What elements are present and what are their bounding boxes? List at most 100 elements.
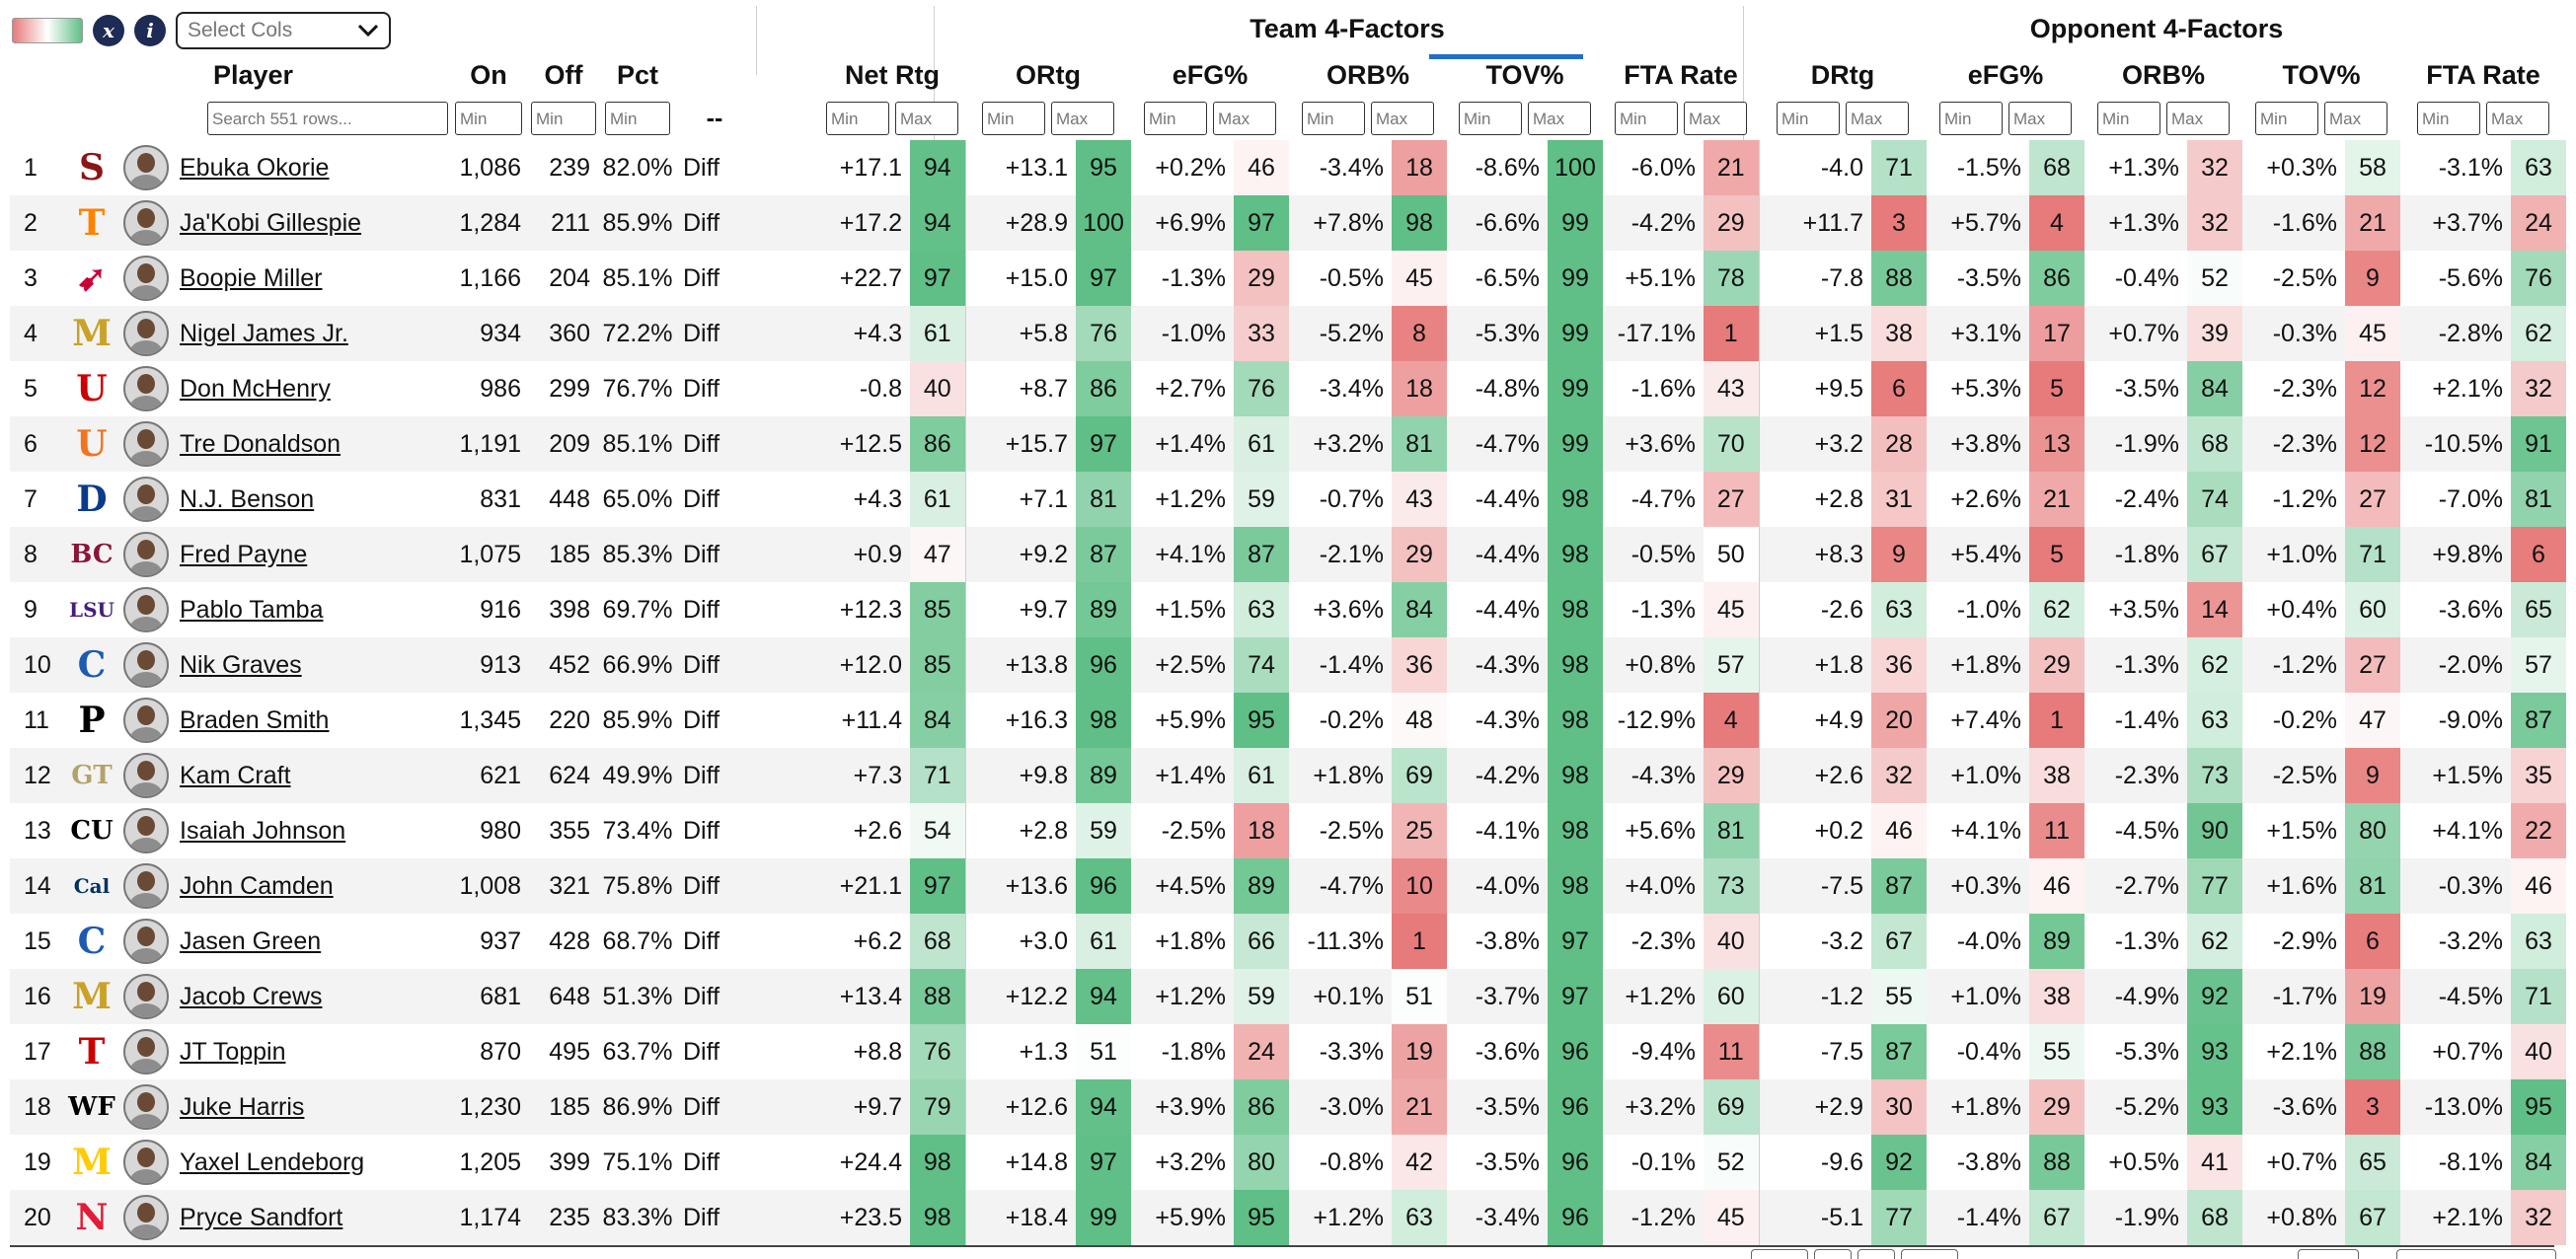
orb-max-filter[interactable]: Max bbox=[1371, 102, 1434, 135]
col-orb[interactable]: ORB% bbox=[1326, 59, 1409, 90]
player-link[interactable]: Jasen Green bbox=[180, 926, 322, 955]
player-name-cell[interactable]: Yaxel Lendeborg bbox=[174, 1135, 448, 1190]
table-row[interactable]: 10 C Nik Graves 913 452 66.9% Diff +12.0 85 +13.8… bbox=[10, 637, 2566, 693]
table-row[interactable]: 19 M Yaxel Lendeborg 1,205 399 75.1% Diff +24.4… bbox=[10, 1135, 2566, 1190]
player-link[interactable]: Tre Donaldson bbox=[180, 429, 341, 458]
player-link[interactable]: N.J. Benson bbox=[180, 484, 315, 513]
pager-button[interactable] bbox=[2396, 1249, 2556, 1259]
player-name-cell[interactable]: N.J. Benson bbox=[174, 472, 448, 527]
ortg-max-filter[interactable]: Max bbox=[1051, 102, 1114, 135]
player-link[interactable]: Yaxel Lendeborg bbox=[180, 1148, 365, 1176]
table-row[interactable]: 4 M Nigel James Jr. 934 360 72.2% Diff +4.3 61 +5… bbox=[10, 306, 2566, 361]
table-row[interactable]: 8 BC Fred Payne 1,075 185 85.3% Diff +0.9 47 +9.2… bbox=[10, 527, 2566, 582]
table-row[interactable]: 20 N Pryce Sandfort 1,174 235 83.3% Diff +23.5 9… bbox=[10, 1190, 2566, 1245]
player-name-cell[interactable]: Isaiah Johnson bbox=[174, 803, 448, 858]
player-link[interactable]: Pablo Tamba bbox=[180, 595, 324, 624]
pager-button[interactable] bbox=[1751, 1249, 1808, 1259]
info-icon[interactable]: i bbox=[134, 15, 166, 46]
on-min-filter[interactable]: Min bbox=[455, 102, 522, 135]
player-link[interactable]: Ja'Kobi Gillespie bbox=[180, 208, 362, 237]
stats-toggle-icon[interactable]: x bbox=[93, 15, 124, 46]
col-opp-tov[interactable]: TOV% bbox=[2282, 59, 2361, 90]
tov-max-filter[interactable]: Max bbox=[1528, 102, 1591, 135]
player-name-cell[interactable]: JT Toppin bbox=[174, 1024, 448, 1079]
table-row[interactable]: 15 C Jasen Green 937 428 68.7% Diff +6.2 68 +3.0 6… bbox=[10, 914, 2566, 969]
player-link[interactable]: JT Toppin bbox=[180, 1037, 286, 1066]
player-name-cell[interactable]: Pablo Tamba bbox=[174, 582, 448, 637]
table-row[interactable]: 13 CU Isaiah Johnson 980 355 73.4% Diff +2.6 54 +… bbox=[10, 803, 2566, 858]
drtg-min-filter[interactable]: Min bbox=[1777, 102, 1840, 135]
table-row[interactable]: 9 LSU Pablo Tamba 916 398 69.7% Diff +12.3 85 +9.… bbox=[10, 582, 2566, 637]
efg-max-filter[interactable]: Max bbox=[1213, 102, 1276, 135]
opp-orb-min-filter[interactable]: Min bbox=[2097, 102, 2160, 135]
col-opp-orb[interactable]: ORB% bbox=[2121, 59, 2205, 90]
player-link[interactable]: Braden Smith bbox=[180, 705, 330, 734]
player-link[interactable]: Nigel James Jr. bbox=[180, 319, 348, 347]
player-name-cell[interactable]: Braden Smith bbox=[174, 693, 448, 748]
net-rtg-min-filter[interactable]: Min bbox=[826, 102, 889, 135]
opp-orb-max-filter[interactable]: Max bbox=[2166, 102, 2230, 135]
table-row[interactable]: 16 M Jacob Crews 681 648 51.3% Diff +13.4 88 +12.… bbox=[10, 969, 2566, 1024]
select-cols-dropdown[interactable]: Select Cols bbox=[176, 12, 391, 49]
col-pct[interactable]: Pct bbox=[616, 59, 659, 90]
player-name-cell[interactable]: Fred Payne bbox=[174, 527, 448, 582]
pager-button[interactable] bbox=[1814, 1249, 1852, 1259]
opp-efg-max-filter[interactable]: Max bbox=[2008, 102, 2072, 135]
color-scale-swatch[interactable] bbox=[12, 18, 83, 43]
player-link[interactable]: Boopie Miller bbox=[180, 263, 323, 292]
player-link[interactable]: Juke Harris bbox=[180, 1092, 305, 1121]
col-opp-efg[interactable]: eFG% bbox=[1967, 59, 2044, 90]
table-row[interactable]: 2 T Ja'Kobi Gillespie 1,284 211 85.9% Diff +17.… bbox=[10, 195, 2566, 251]
opp-fta-max-filter[interactable]: Max bbox=[2486, 102, 2549, 135]
col-tov[interactable]: TOV% bbox=[1485, 59, 1564, 90]
col-on[interactable]: On bbox=[470, 59, 507, 90]
player-name-cell[interactable]: Nik Graves bbox=[174, 637, 448, 693]
col-fta-rate[interactable]: FTA Rate bbox=[1624, 59, 1738, 90]
table-row[interactable]: 11 P Braden Smith 1,345 220 85.9% Diff +11.4 84 +… bbox=[10, 693, 2566, 748]
table-row[interactable]: 7 D N.J. Benson 831 448 65.0% Diff +4.3 61 +7.1 81… bbox=[10, 472, 2566, 527]
player-name-cell[interactable]: Pryce Sandfort bbox=[174, 1190, 448, 1245]
player-name-cell[interactable]: John Camden bbox=[174, 858, 448, 914]
net-rtg-max-filter[interactable]: Max bbox=[895, 102, 958, 135]
player-name-cell[interactable]: Ebuka Okorie bbox=[174, 140, 448, 195]
table-row[interactable]: 17 T JT Toppin 870 495 63.7% Diff +8.8 76 +1.3 51-… bbox=[10, 1024, 2566, 1079]
player-link[interactable]: Isaiah Johnson bbox=[180, 816, 346, 845]
player-name-cell[interactable]: Kam Craft bbox=[174, 748, 448, 803]
table-row[interactable]: 1 S Ebuka Okorie 1,086 239 82.0% Diff +17.1 94 +1… bbox=[10, 140, 2566, 195]
col-efg[interactable]: eFG% bbox=[1172, 59, 1249, 90]
player-link[interactable]: Fred Payne bbox=[180, 540, 308, 568]
tov-min-filter[interactable]: Min bbox=[1459, 102, 1522, 135]
orb-min-filter[interactable]: Min bbox=[1302, 102, 1365, 135]
player-link[interactable]: Kam Craft bbox=[180, 761, 291, 789]
col-drtg[interactable]: DRtg bbox=[1810, 59, 1875, 90]
table-row[interactable]: 5 U Don McHenry 986 299 76.7% Diff -0.8 40 +8.7 86… bbox=[10, 361, 2566, 416]
ortg-min-filter[interactable]: Min bbox=[982, 102, 1045, 135]
table-row[interactable]: 18 WF Juke Harris 1,230 185 86.9% Diff +9.7 79 +1… bbox=[10, 1079, 2566, 1135]
player-link[interactable]: Don McHenry bbox=[180, 374, 331, 403]
col-net-rtg[interactable]: Net Rtg bbox=[845, 59, 940, 90]
player-name-cell[interactable]: Jasen Green bbox=[174, 914, 448, 969]
col-off[interactable]: Off bbox=[544, 59, 583, 90]
drtg-max-filter[interactable]: Max bbox=[1846, 102, 1909, 135]
pager-button[interactable] bbox=[1901, 1249, 1958, 1259]
table-row[interactable]: 14 Cal John Camden 1,008 321 75.8% Diff +21.1 97… bbox=[10, 858, 2566, 914]
opp-fta-min-filter[interactable]: Min bbox=[2417, 102, 2480, 135]
player-link[interactable]: Pryce Sandfort bbox=[180, 1203, 343, 1231]
col-ortg[interactable]: ORtg bbox=[1016, 59, 1081, 90]
player-search-input[interactable]: Search 551 rows... bbox=[207, 102, 448, 135]
player-link[interactable]: Jacob Crews bbox=[180, 982, 323, 1010]
off-min-filter[interactable]: Min bbox=[531, 102, 596, 135]
player-link[interactable]: Ebuka Okorie bbox=[180, 153, 330, 182]
player-name-cell[interactable]: Ja'Kobi Gillespie bbox=[174, 195, 448, 251]
pct-min-filter[interactable]: Min bbox=[605, 102, 670, 135]
player-name-cell[interactable]: Don McHenry bbox=[174, 361, 448, 416]
fta-max-filter[interactable]: Max bbox=[1684, 102, 1747, 135]
opp-tov-min-filter[interactable]: Min bbox=[2255, 102, 2318, 135]
player-name-cell[interactable]: Jacob Crews bbox=[174, 969, 448, 1024]
opp-efg-min-filter[interactable]: Min bbox=[1939, 102, 2003, 135]
table-row[interactable]: 6 U Tre Donaldson 1,191 209 85.1% Diff +12.5 86 +… bbox=[10, 416, 2566, 472]
fta-min-filter[interactable]: Min bbox=[1615, 102, 1678, 135]
col-opp-fta-rate[interactable]: FTA Rate bbox=[2426, 59, 2540, 90]
table-row[interactable]: 3 ➹ Boopie Miller 1,166 204 85.1% Diff +22.7 97 +… bbox=[10, 251, 2566, 306]
table-row[interactable]: 12 GT Kam Craft 621 624 49.9% Diff +7.3 71 +9.8 89… bbox=[10, 748, 2566, 803]
